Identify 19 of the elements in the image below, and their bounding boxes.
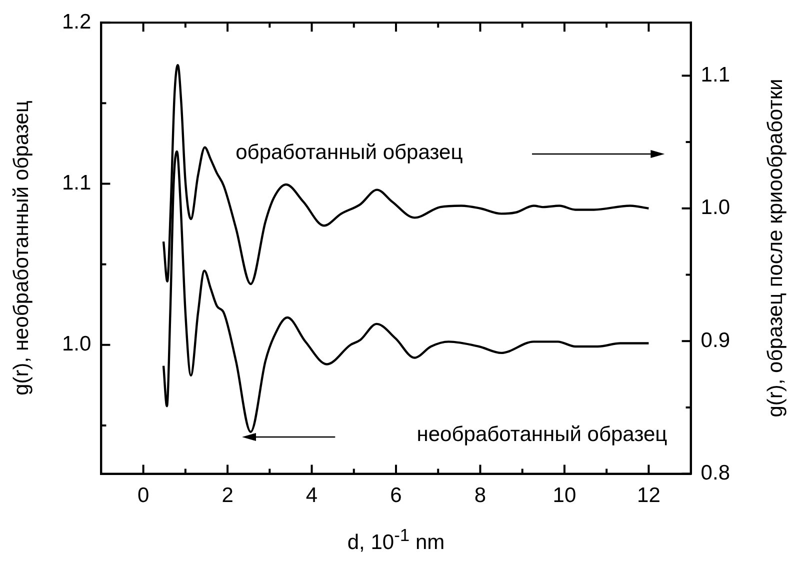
x-tick-label: 12 xyxy=(637,484,660,508)
y-axis-title: g(r), необработанный образец xyxy=(10,100,34,396)
y-tick-label: 1.0 xyxy=(62,332,92,356)
y-tick-label: 1.2 xyxy=(62,10,92,34)
y2-tick-label: 0.8 xyxy=(700,462,730,485)
y2-tick-label: 1.0 xyxy=(700,196,730,220)
y2-tick-label: 0.9 xyxy=(700,328,730,352)
x-axis-title: d, 10$^{-1}$ nm xyxy=(347,525,445,555)
y2-axis-title: g(r), образец после криообработки xyxy=(764,78,788,418)
x-tick-label: 4 xyxy=(306,484,318,508)
x-tick-label: 6 xyxy=(390,484,402,508)
y2-tick-label: 1.1 xyxy=(700,63,730,86)
x-tick-label: 8 xyxy=(474,484,486,508)
annotation: обработанный образец xyxy=(236,141,463,166)
x-tick-label: 0 xyxy=(137,484,150,508)
annotation: необработанный образец xyxy=(416,423,668,448)
y-tick-label: 1.1 xyxy=(62,172,92,195)
x-tick-label: 10 xyxy=(552,484,576,508)
x-tick-label: 2 xyxy=(222,484,234,508)
